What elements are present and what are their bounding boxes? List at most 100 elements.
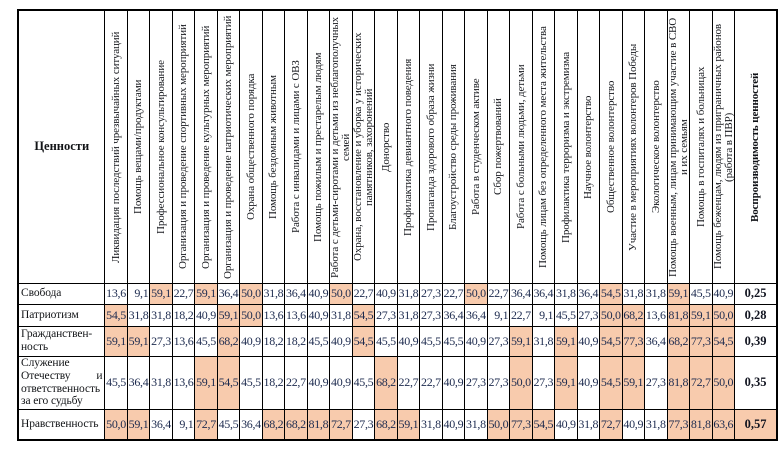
data-cell: 68,2 <box>374 408 398 441</box>
data-cell: 59,1 <box>554 355 578 410</box>
data-cell: 54,5 <box>351 303 376 327</box>
column-header-label: Помощь лицам без определенного места жит… <box>537 25 550 268</box>
data-cell: 50,0 <box>599 303 623 327</box>
data-cell: 22,7 <box>419 355 443 410</box>
table-header: Ценности Ликвидация последствий чрезвыча… <box>17 9 778 284</box>
data-cell: 59,1 <box>554 325 578 357</box>
data-cell: 36,4 <box>531 282 556 305</box>
data-cell: 59,1 <box>104 325 128 357</box>
column-header-label: Помощь военным, лицам принимающим участи… <box>666 17 690 277</box>
data-cell: 31,8 <box>396 282 421 305</box>
data-cell: 27,3 <box>576 303 601 327</box>
data-cell: 22,7 <box>441 282 466 305</box>
reproducibility-cell: 0,28 <box>734 303 778 327</box>
column-header-label: Профилактика терроризма и экстремизма <box>559 51 572 243</box>
data-cell: 45,5 <box>441 325 466 357</box>
data-cell: 45,5 <box>374 325 398 357</box>
column-header-label: Общественное волонтерство <box>604 80 617 213</box>
data-cell: 40,9 <box>464 325 488 357</box>
data-cell: 40,9 <box>306 282 331 305</box>
column-header: Работа с инвалидами и лицами с ОВЗ <box>284 9 308 284</box>
column-header-label: Организация и проведение культурных меро… <box>199 25 212 269</box>
data-cell: 50,0 <box>711 303 736 327</box>
column-header: Экологическое волонтерство <box>644 9 668 284</box>
column-header: Помощь пожилым и престарелым людям <box>306 9 331 284</box>
data-cell: 13,6 <box>261 303 286 327</box>
data-cell: 54,5 <box>351 325 376 357</box>
column-header-label: Благоустройство среды проживания <box>447 63 460 230</box>
data-cell: 27,3 <box>374 303 398 327</box>
data-cell: 54,5 <box>711 325 736 357</box>
data-cell: 40,9 <box>621 408 646 441</box>
data-cell: 40,9 <box>306 355 331 410</box>
data-cell: 31,8 <box>531 325 556 357</box>
data-cell: 50,0 <box>239 282 263 305</box>
reproducibility-cell: 0,57 <box>734 408 778 441</box>
data-cell: 81,8 <box>666 355 691 410</box>
data-cell: 68,2 <box>374 355 398 410</box>
data-cell: 22,7 <box>284 355 308 410</box>
data-cell: 59,1 <box>509 325 533 357</box>
column-header: Профессиональное консультирование <box>149 9 173 284</box>
data-cell: 68,2 <box>261 408 286 441</box>
data-cell: 31,8 <box>621 282 646 305</box>
data-cell: 13,6 <box>284 303 308 327</box>
data-cell: 31,8 <box>576 408 601 441</box>
data-cell: 36,4 <box>239 408 263 441</box>
data-cell: 50,0 <box>509 355 533 410</box>
data-cell: 40,9 <box>441 408 466 441</box>
data-cell: 22,7 <box>486 282 511 305</box>
data-cell: 27,3 <box>531 355 556 410</box>
data-cell: 40,9 <box>329 355 353 410</box>
data-cell: 68,2 <box>216 325 241 357</box>
table-row: Свобода 13,6 9,1 59,1 22,7 59,1 36,4 50,0 31,8 36… <box>17 282 778 305</box>
data-cell: 54,5 <box>599 282 623 305</box>
data-cell: 72,7 <box>599 408 623 441</box>
column-header-label: Организация и проведение спортивных меро… <box>177 24 190 270</box>
data-cell: 54,5 <box>531 408 556 441</box>
table-row: Патриотизм 54,5 31,8 31,8 18,2 40,9 59,1 50,0 13… <box>17 303 778 327</box>
data-cell: 72,7 <box>329 408 353 441</box>
data-cell: 36,4 <box>216 282 241 305</box>
data-cell: 59,1 <box>689 303 713 327</box>
data-cell: 36,4 <box>509 282 533 305</box>
column-header: Организация и проведение культурных меро… <box>194 9 218 284</box>
data-cell: 40,9 <box>329 325 353 357</box>
table-row: Гражданствен- ность 59,1 59,1 27,3 13,6 45,5 6… <box>17 325 778 357</box>
row-label: Нравственность <box>17 408 106 441</box>
data-cell: 40,9 <box>194 303 218 327</box>
data-cell: 22,7 <box>171 282 196 305</box>
data-cell: 59,1 <box>216 303 241 327</box>
column-header: Сбор пожертвований <box>486 9 511 284</box>
column-header-label: Экологическое волонтерство <box>649 80 662 214</box>
data-cell: 72,7 <box>689 355 713 410</box>
data-cell: 63,6 <box>711 408 736 441</box>
data-cell: 13,6 <box>104 282 128 305</box>
data-cell: 45,5 <box>554 303 578 327</box>
data-cell: 40,9 <box>374 282 398 305</box>
data-cell: 54,5 <box>104 303 128 327</box>
column-header: Помощь военным, лицам принимающим участи… <box>666 9 691 284</box>
column-header-label: Научное волонтерство <box>582 95 595 199</box>
reproducibility-cell: 0,25 <box>734 282 778 305</box>
data-cell: 50,0 <box>239 303 263 327</box>
column-header: Организация и проведение патриотических … <box>216 9 241 284</box>
data-cell: 72,7 <box>194 408 218 441</box>
column-header: Помощь беженцам, людям из приграничных р… <box>712 9 736 284</box>
data-cell: 31,8 <box>126 303 151 327</box>
table-body: Свобода 13,6 9,1 59,1 22,7 59,1 36,4 50,0 31,8 36… <box>17 282 778 441</box>
data-cell: 18,2 <box>261 355 286 410</box>
column-header: Донорство <box>374 9 398 284</box>
column-header: Организация и проведение спортивных меро… <box>171 9 196 284</box>
reproducibility-cell: 0,35 <box>734 355 778 410</box>
column-header-label: Пропаганда здорового образа жизни <box>424 63 437 231</box>
column-header: Помощь лицам без определенного места жит… <box>531 9 556 284</box>
column-header-label: Помощь вещами/продуктами <box>132 79 145 214</box>
data-cell: 31,8 <box>261 282 286 305</box>
data-cell: 77,3 <box>666 408 691 441</box>
column-header-label: Работа с инвалидами и лицами с ОВЗ <box>289 60 302 234</box>
column-header-label: Помощь пожилым и престарелым людям <box>312 52 325 242</box>
column-header: Общественное волонтерство <box>599 9 623 284</box>
data-cell: 27,3 <box>644 355 668 410</box>
table-row: Служение Отечеству и ответственность за … <box>17 355 778 410</box>
